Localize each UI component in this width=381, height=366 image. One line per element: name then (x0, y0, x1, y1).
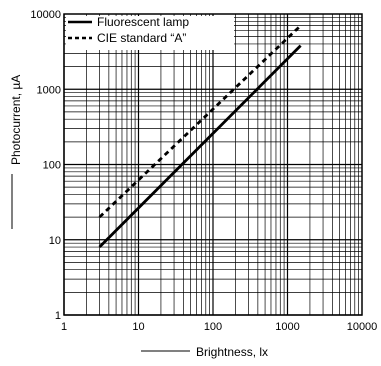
series-line-cie-standard-a (98, 24, 302, 219)
y-tick-label: 100 (43, 160, 61, 172)
y-tick-label: 10 (49, 235, 61, 247)
y-tick-label: 1 (55, 310, 61, 322)
y-axis-title-group: Photocurrent, µA (9, 75, 23, 229)
x-axis-title-group: Brightness, lx (141, 345, 268, 359)
x-axis-title: Brightness, lx (196, 345, 268, 359)
y-tick-label: 1000 (37, 84, 61, 96)
x-tick-label: 1000 (275, 321, 299, 333)
y-axis-title: Photocurrent, µA (9, 75, 23, 165)
x-tick-label: 10000 (347, 321, 378, 333)
x-tick-label: 100 (204, 321, 222, 333)
legend-label-cie-standard-a: CIE standard “A” (97, 31, 186, 45)
x-tick-label: 10 (132, 321, 144, 333)
legend-label-fluorescent-lamp: Fluorescent lamp (97, 15, 189, 29)
series-layer (98, 24, 302, 249)
legend: Fluorescent lamp CIE standard “A” (66, 15, 234, 50)
y-tick-label: 10000 (30, 9, 61, 21)
legend-box (66, 16, 234, 50)
series-line-fluorescent-lamp (98, 44, 302, 249)
x-tick-label: 1 (61, 321, 67, 333)
tick-labels: 1 10 100 1000 10000 1 10 100 1000 10000 (30, 9, 377, 333)
plot-frame (63, 13, 363, 316)
grid (63, 14, 362, 316)
